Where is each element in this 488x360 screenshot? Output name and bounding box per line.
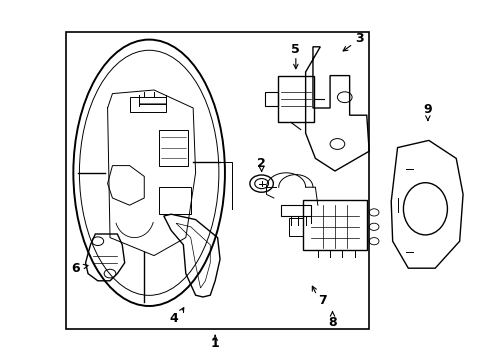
Bar: [159, 130, 188, 166]
Text: 5: 5: [291, 43, 300, 56]
Bar: [281, 205, 310, 216]
Bar: [159, 187, 190, 214]
Text: 3: 3: [354, 32, 363, 45]
Bar: [264, 92, 277, 106]
Bar: [288, 218, 303, 236]
Text: 2: 2: [257, 157, 265, 170]
Bar: [277, 76, 313, 122]
Text: 9: 9: [423, 103, 431, 116]
Text: 4: 4: [169, 312, 178, 325]
Bar: [66, 32, 368, 329]
Text: 6: 6: [71, 262, 80, 275]
Text: 1: 1: [210, 337, 219, 350]
Text: 7: 7: [318, 294, 326, 307]
Bar: [129, 97, 166, 112]
Text: 8: 8: [327, 316, 336, 329]
Bar: [303, 200, 366, 250]
